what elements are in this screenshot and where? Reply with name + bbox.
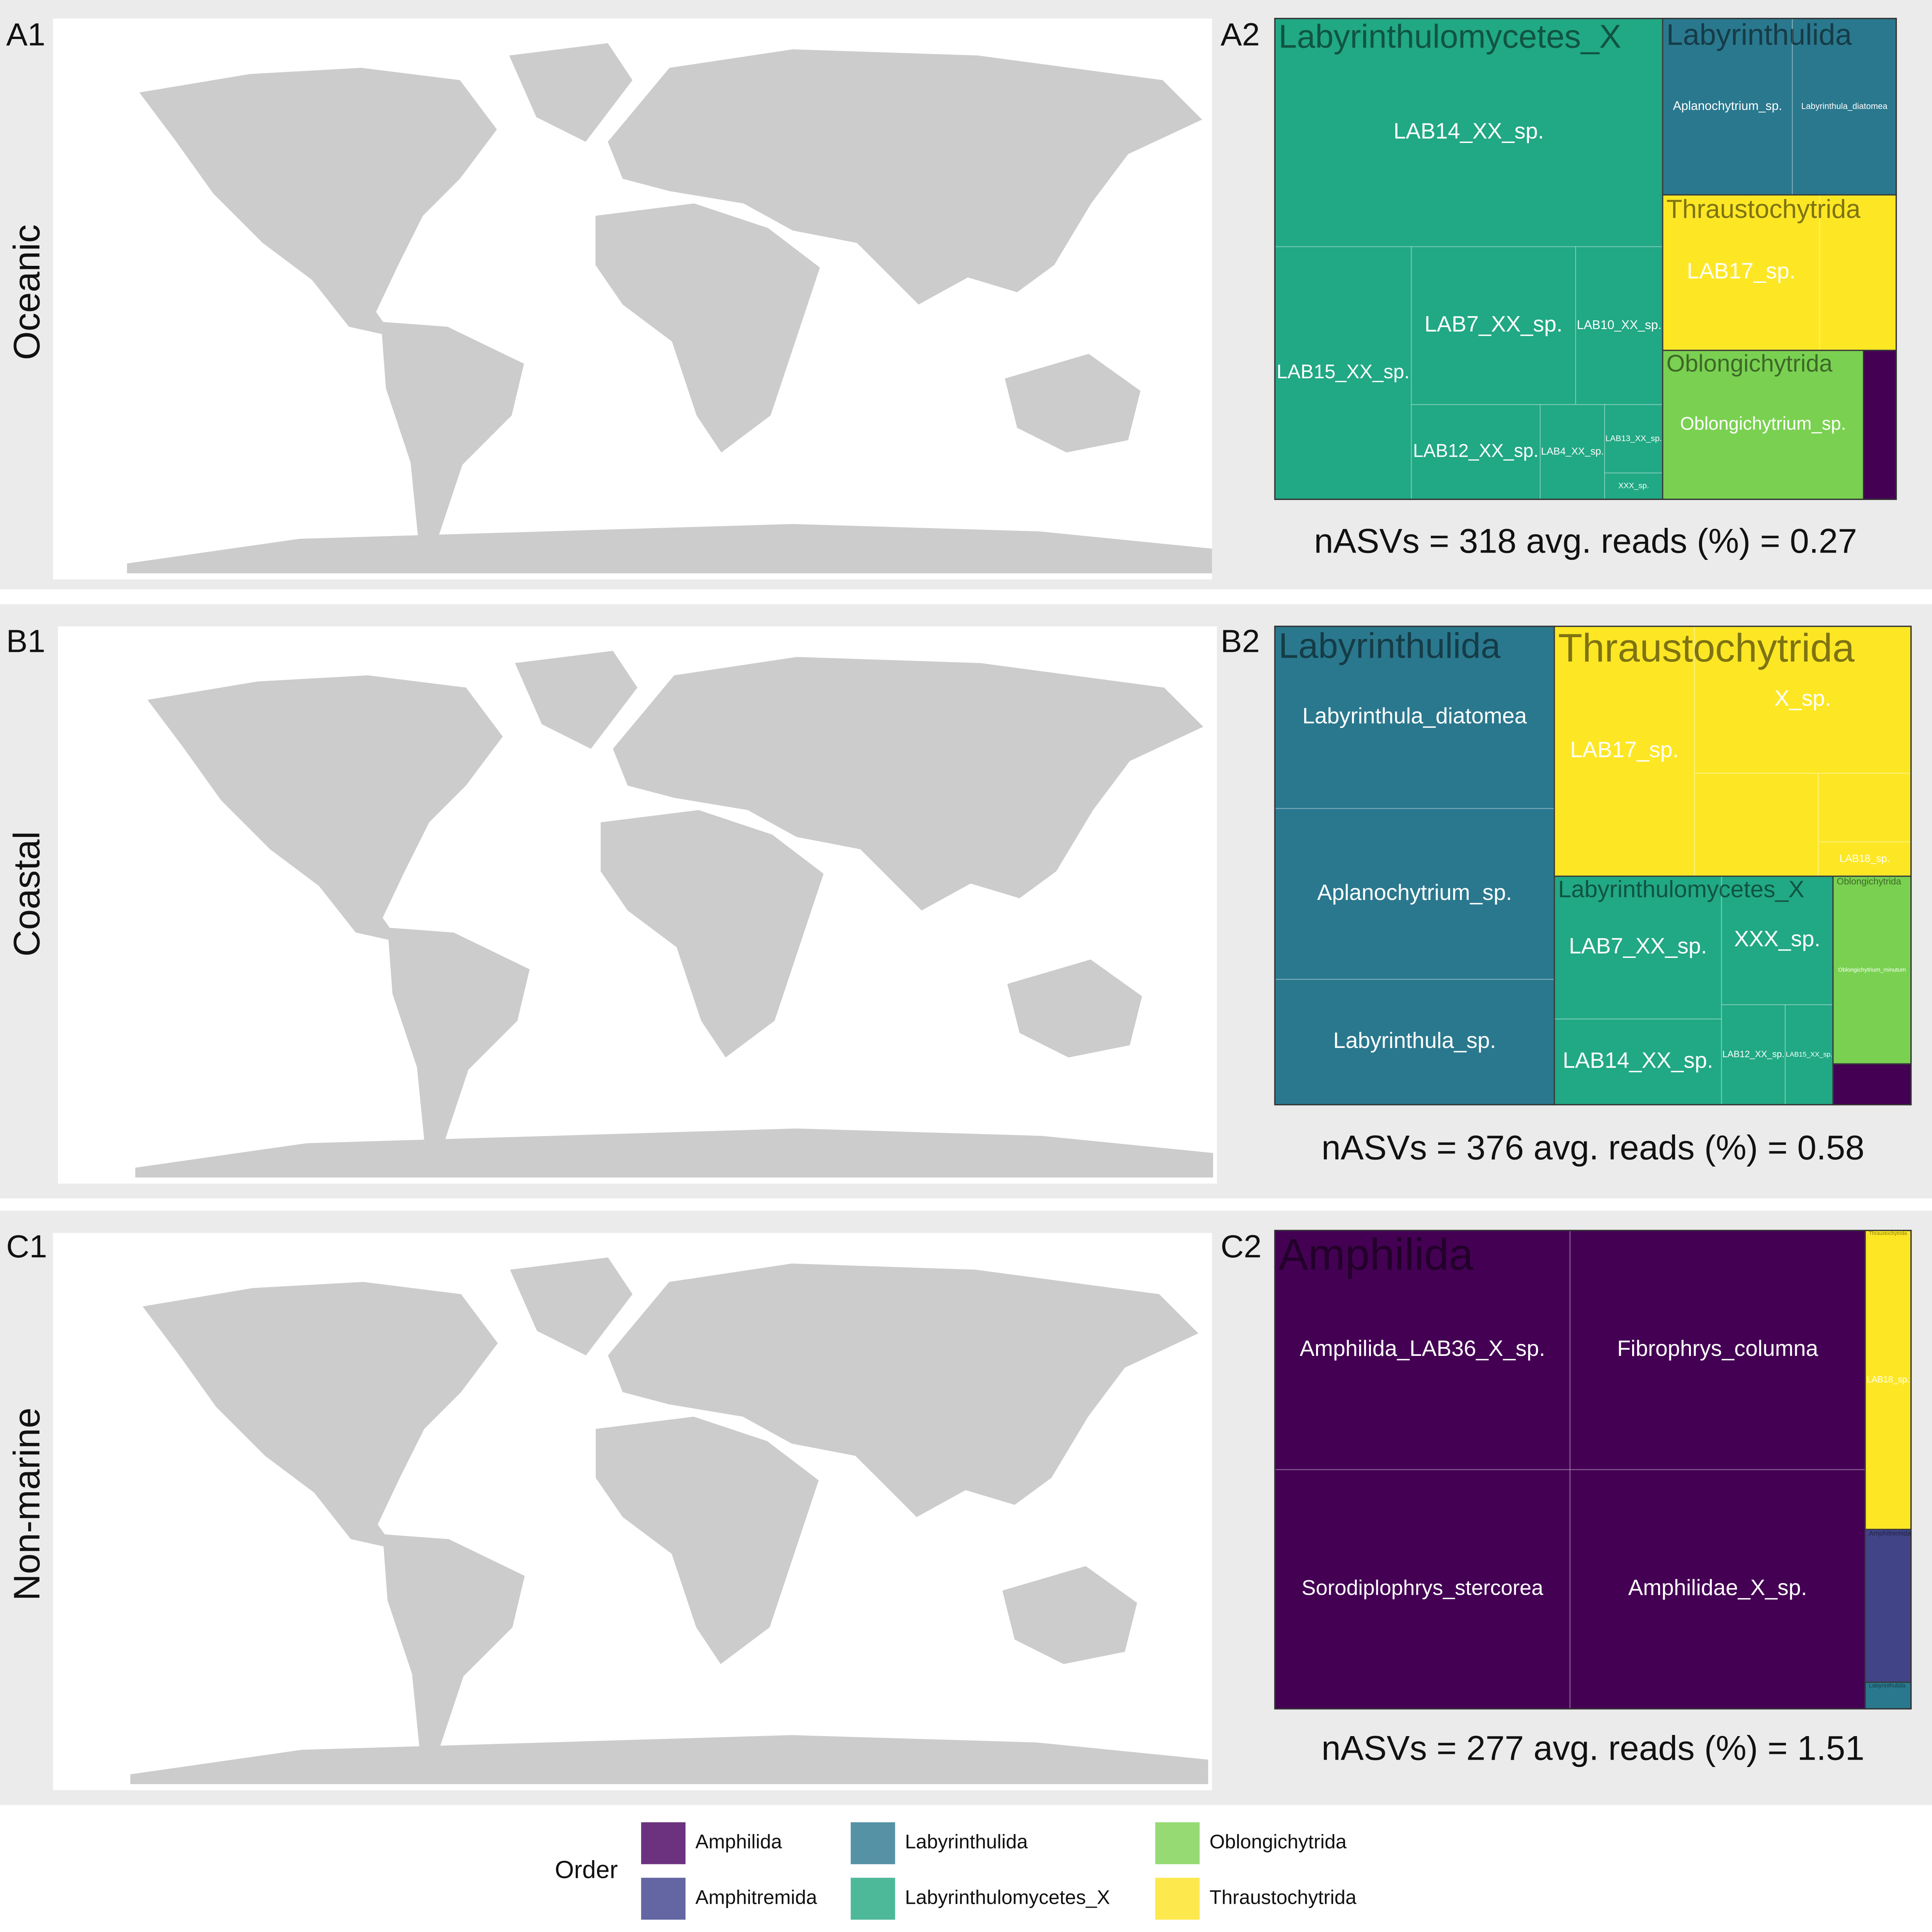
treemap-frame xyxy=(1274,626,1912,1105)
treemap-leaf xyxy=(1662,350,1864,500)
leaf-label: Oblongichytrium_minutum xyxy=(1838,967,1906,973)
legend-swatch xyxy=(641,1878,686,1920)
legend-label: Labyrinthulomycetes_X xyxy=(905,1886,1110,1908)
leaf-label: LAB7_XX_sp. xyxy=(1569,934,1707,959)
leaf-label: LAB7_XX_sp. xyxy=(1424,312,1563,337)
treemap-leaf xyxy=(1274,808,1555,980)
leaf-label: LAB14_XX_sp. xyxy=(1563,1048,1713,1073)
stats-text: nASVs = 277 avg. reads (%) = 1.51 xyxy=(1321,1729,1864,1767)
stats-text: nASVs = 318 avg. reads (%) = 0.27 xyxy=(1314,522,1857,560)
group-label: Thraustochytrida xyxy=(1558,626,1855,670)
leaf-label: LAB10_XX_sp. xyxy=(1577,318,1662,332)
treemap-leaf xyxy=(1721,1004,1786,1105)
leaf-label: Aplanochytrium_sp. xyxy=(1317,880,1512,905)
group-label: Oblongichytrida xyxy=(1837,876,1901,887)
leaf-label: LAB13_XX_sp. xyxy=(1605,433,1662,443)
leaf-label: Labyrinthula_sp. xyxy=(1333,1028,1496,1053)
panel-label: A1 xyxy=(6,17,45,53)
row-label: Non-marine xyxy=(6,1408,48,1601)
leaf-label: Amphilidae_X_sp. xyxy=(1628,1575,1807,1600)
group-label: Labyrinthulomycetes_X xyxy=(1279,18,1621,55)
leaf-label: LAB12_XX_sp. xyxy=(1722,1049,1784,1060)
leaf-label: LAB18_sp. xyxy=(1867,1374,1910,1384)
treemap-leaf xyxy=(1554,626,1695,877)
treemap-leaf xyxy=(1694,626,1912,774)
leaf-label: Labyrinthula_diatomea xyxy=(1302,704,1527,728)
group-label: Thraustochytrida xyxy=(1667,195,1861,224)
treemap-leaf xyxy=(1694,773,1819,877)
group-label: Labyrinthulomycetes_X xyxy=(1558,876,1804,902)
treemap-leaf xyxy=(1274,1230,1571,1470)
panel-label: B1 xyxy=(6,623,45,659)
treemap-leaf xyxy=(1662,18,1793,196)
group-label: Labyrinthulida xyxy=(1279,626,1501,666)
treemap-leaf xyxy=(1554,876,1722,1020)
treemap-leaf xyxy=(1863,350,1897,500)
legend-label: Amphitremida xyxy=(696,1886,818,1908)
legend-label: Amphilida xyxy=(696,1831,782,1853)
leaf-label: LAB14_XX_sp. xyxy=(1393,119,1544,143)
leaf-label: LAB17_sp. xyxy=(1687,259,1796,284)
leaf-label: LAB15_XX_sp. xyxy=(1277,361,1410,383)
stats-text: nASVs = 376 avg. reads (%) = 0.58 xyxy=(1321,1128,1864,1167)
treemap-leaf xyxy=(1274,246,1412,500)
leaf-label: Oblongichytrium_sp. xyxy=(1680,413,1846,434)
legend-label: Labyrinthulida xyxy=(905,1831,1028,1853)
treemap-leaf xyxy=(1274,626,1555,809)
treemap-frame xyxy=(1274,18,1897,500)
leaf-label: XXX_sp. xyxy=(1618,482,1649,490)
treemap-leaf xyxy=(1832,1063,1912,1105)
group-label: Oblongichytrida xyxy=(1667,350,1833,377)
treemap-leaf xyxy=(1819,194,1897,351)
legend-label: Thraustochytrida xyxy=(1209,1886,1357,1908)
group-label: Amphitremida xyxy=(1869,1529,1911,1537)
treemap-leaf xyxy=(1274,979,1555,1105)
treemap-leaf xyxy=(1539,404,1605,500)
leaf-label: XXX_sp. xyxy=(1734,927,1820,951)
treemap-leaf xyxy=(1575,246,1663,405)
legend-swatch xyxy=(1155,1822,1200,1864)
treemap-leaf xyxy=(1662,194,1820,351)
treemap-leaf xyxy=(1604,472,1663,500)
leaf-label: Labyrinthula_diatomea xyxy=(1801,101,1888,111)
treemap-leaf xyxy=(1569,1469,1866,1709)
legend-swatch xyxy=(1155,1878,1200,1920)
treemap-leaf xyxy=(1864,1529,1912,1683)
treemap-leaf xyxy=(1569,1230,1866,1470)
leaf-label: Amphilida_LAB36_X_sp. xyxy=(1300,1336,1545,1361)
treemap-leaf xyxy=(1274,1469,1571,1709)
panel-label: A2 xyxy=(1221,17,1260,53)
legend-swatch xyxy=(850,1822,895,1864)
group-label: Amphilida xyxy=(1279,1230,1473,1279)
leaf-label: LAB15_XX_sp. xyxy=(1786,1050,1832,1058)
treemap-leaf xyxy=(1411,246,1577,405)
treemap-leaf xyxy=(1864,1682,1912,1709)
panel-label: C1 xyxy=(6,1228,47,1264)
legend-title: Order xyxy=(555,1856,618,1884)
legend-label: Oblongichytrida xyxy=(1209,1831,1347,1853)
panel-label: B2 xyxy=(1221,623,1260,659)
group-label: Thraustochytrida xyxy=(1869,1230,1907,1236)
treemap-leaf xyxy=(1274,18,1663,247)
treemap-leaf xyxy=(1792,18,1897,196)
treemap-frame xyxy=(1274,1230,1912,1710)
group-label: Labyrinthulida xyxy=(1869,1682,1906,1689)
legend-swatch xyxy=(641,1822,686,1864)
row-label: Coastal xyxy=(6,831,48,957)
leaf-label: X_sp. xyxy=(1774,686,1831,711)
panel-label: C2 xyxy=(1221,1228,1262,1264)
leaf-label: LAB17_sp. xyxy=(1570,737,1679,762)
row-label: Oceanic xyxy=(6,224,48,360)
leaf-label: LAB12_XX_sp. xyxy=(1413,440,1539,461)
legend-swatch xyxy=(850,1878,895,1920)
leaf-label: Fibrophrys_columna xyxy=(1617,1336,1818,1361)
leaf-label: LAB18_sp. xyxy=(1840,852,1890,864)
leaf-label: Aplanochytrium_sp. xyxy=(1673,99,1782,113)
treemap-leaf xyxy=(1818,773,1912,843)
group-label: Labyrinthulida xyxy=(1667,18,1852,51)
leaf-label: Sorodiplophrys_stercorea xyxy=(1302,1575,1544,1599)
leaf-label: LAB4_XX_sp. xyxy=(1541,446,1604,457)
